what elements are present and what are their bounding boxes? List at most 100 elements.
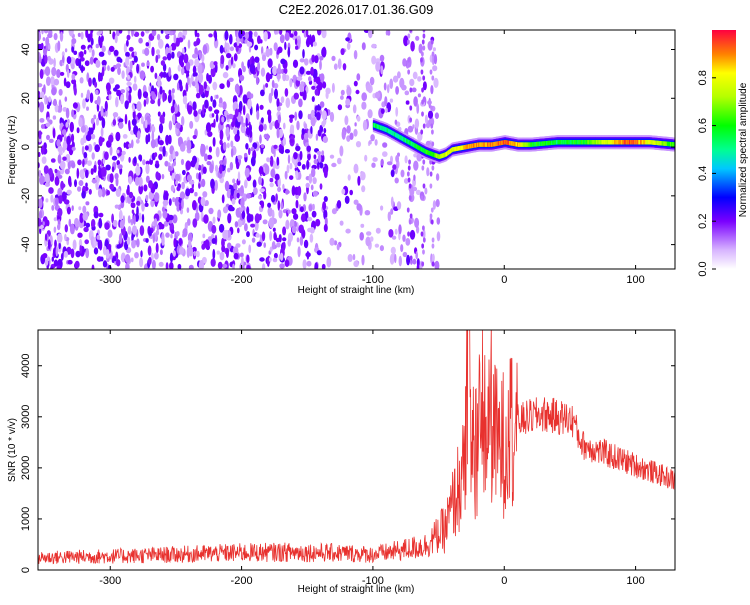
- noise-blob: [431, 237, 435, 243]
- snr-y-tick-label: 4000: [20, 354, 32, 378]
- noise-blob: [210, 95, 213, 102]
- noise-blob: [193, 250, 197, 257]
- noise-blob: [44, 259, 49, 266]
- noise-blob: [132, 109, 136, 120]
- noise-blob: [336, 243, 340, 251]
- noise-blob: [278, 128, 284, 139]
- noise-blob: [261, 46, 264, 55]
- noise-blob: [295, 170, 299, 181]
- noise-blob: [59, 160, 66, 170]
- noise-blob: [347, 174, 351, 181]
- noise-blob: [113, 49, 119, 57]
- noise-blob: [139, 225, 145, 237]
- noise-blob: [369, 76, 375, 86]
- noise-blob: [101, 45, 106, 53]
- noise-blob: [355, 141, 362, 148]
- noise-blob: [98, 164, 101, 171]
- noise-blob: [233, 252, 239, 260]
- noise-blob: [129, 60, 133, 70]
- noise-blob: [204, 239, 210, 250]
- noise-blob: [431, 129, 434, 135]
- noise-blob: [131, 118, 137, 126]
- noise-blob: [221, 194, 225, 204]
- noise-blob: [96, 95, 101, 106]
- noise-blob: [194, 58, 200, 67]
- noise-blob: [253, 31, 258, 37]
- noise-blob: [71, 205, 74, 212]
- noise-blob: [110, 66, 115, 72]
- noise-blob: [353, 50, 358, 60]
- noise-blob: [315, 218, 321, 227]
- noise-blob: [331, 82, 335, 93]
- noise-blob: [250, 223, 256, 228]
- noise-blob: [361, 254, 365, 266]
- noise-blob: [128, 143, 132, 149]
- noise-blob: [69, 223, 75, 235]
- noise-blob: [158, 38, 164, 49]
- noise-blob: [144, 47, 150, 56]
- noise-blob: [118, 30, 123, 34]
- noise-blob: [232, 178, 236, 184]
- noise-blob: [422, 159, 426, 165]
- noise-blob: [105, 249, 110, 259]
- noise-blob: [222, 229, 228, 240]
- noise-blob: [341, 129, 346, 140]
- noise-blob: [162, 199, 169, 206]
- noise-blob: [269, 246, 273, 252]
- noise-blob: [280, 58, 286, 65]
- noise-blob: [422, 249, 425, 255]
- noise-blob: [190, 160, 196, 168]
- noise-blob: [189, 120, 194, 129]
- noise-blob: [356, 115, 361, 122]
- noise-blob: [289, 162, 293, 170]
- noise-blob: [210, 258, 216, 267]
- noise-blob: [290, 124, 295, 131]
- noise-blob: [316, 150, 322, 156]
- noise-blob: [212, 81, 218, 91]
- noise-blob: [83, 151, 88, 159]
- signal-cell: [473, 143, 476, 148]
- noise-blob: [137, 88, 142, 100]
- noise-blob: [176, 186, 181, 192]
- noise-blob: [90, 30, 93, 41]
- noise-blob: [344, 115, 349, 126]
- noise-blob: [179, 204, 182, 211]
- noise-blob: [111, 166, 115, 173]
- noise-blob: [248, 244, 252, 254]
- noise-blob: [116, 160, 120, 166]
- noise-blob: [43, 165, 49, 174]
- noise-blob: [321, 263, 326, 269]
- noise-blob: [85, 169, 89, 179]
- noise-blob: [192, 53, 198, 59]
- noise-blob: [156, 33, 161, 41]
- noise-blob: [422, 33, 426, 39]
- noise-blob: [157, 78, 161, 88]
- noise-blob: [104, 151, 109, 160]
- noise-blob: [185, 61, 191, 71]
- noise-blob: [132, 104, 135, 113]
- noise-blob: [322, 136, 328, 143]
- noise-blob: [312, 190, 318, 197]
- noise-blob: [420, 69, 424, 75]
- spectrogram-x-tick-label: -100: [362, 274, 384, 286]
- noise-blob: [187, 39, 191, 49]
- noise-blob: [155, 229, 160, 236]
- noise-blob: [313, 159, 318, 165]
- noise-blob: [79, 51, 84, 58]
- noise-blob: [273, 30, 277, 35]
- noise-blob: [80, 64, 84, 74]
- noise-blob: [101, 117, 106, 129]
- noise-blob: [407, 39, 410, 45]
- noise-blob: [317, 154, 322, 163]
- noise-blob: [346, 42, 351, 50]
- noise-blob: [409, 255, 413, 261]
- noise-blob: [39, 118, 45, 123]
- noise-blob: [268, 217, 275, 229]
- noise-blob: [314, 262, 319, 269]
- noise-blob: [433, 54, 438, 65]
- noise-blob: [145, 238, 149, 243]
- noise-blob: [230, 140, 234, 148]
- noise-blob: [38, 56, 42, 64]
- noise-blob: [384, 96, 388, 107]
- noise-blob: [71, 46, 75, 53]
